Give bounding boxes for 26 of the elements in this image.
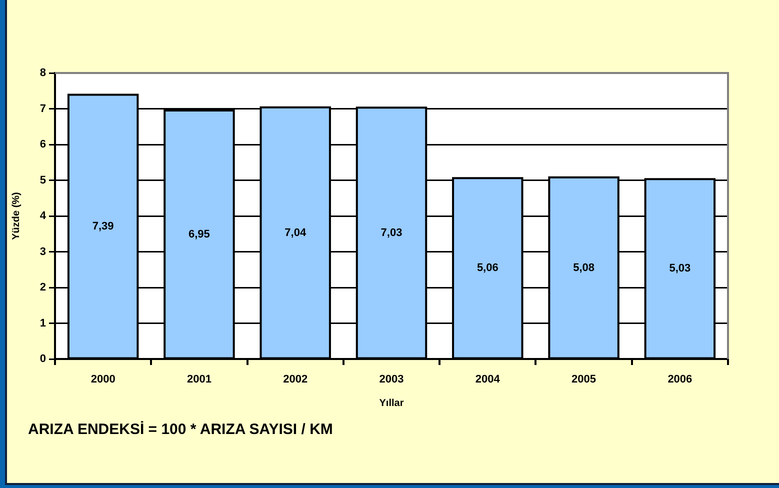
x-tick-label: 2006 [668,374,692,386]
data-label: 7,39 [92,220,114,233]
x-tick-label: 2005 [572,374,596,386]
y-tick-label: 1 [40,317,46,330]
x-tick-label: 2000 [90,374,116,386]
y-axis-title: Yüzde (%) [10,192,22,240]
y-tick-label: 2 [40,282,46,294]
y-tick-label: 4 [40,210,47,222]
y-tick-label: 8 [40,67,46,80]
y-tick-label: 6 [40,138,46,151]
data-label: 5,08 [573,262,594,274]
x-tick-label: 2001 [186,374,212,386]
y-tick-label: 7 [40,102,46,115]
y-tick-label: 5 [40,174,46,186]
x-axis-title: Yıllar [379,398,404,409]
data-label: 5,06 [476,262,498,274]
y-tick-label: 3 [40,246,46,258]
x-tick-label: 2002 [283,374,308,386]
x-tick-label: 2003 [379,374,404,386]
data-label: 7,03 [380,226,402,239]
text: ARIZA ENDEKSİ = 100 * ARIZA SAYISI / KM [28,421,333,438]
x-tick-label: 2004 [475,374,501,386]
data-label: 7,04 [284,226,307,239]
data-label: 5,03 [669,262,691,275]
y-tick-label: 0 [40,353,46,366]
data-label: 6,95 [188,228,210,240]
